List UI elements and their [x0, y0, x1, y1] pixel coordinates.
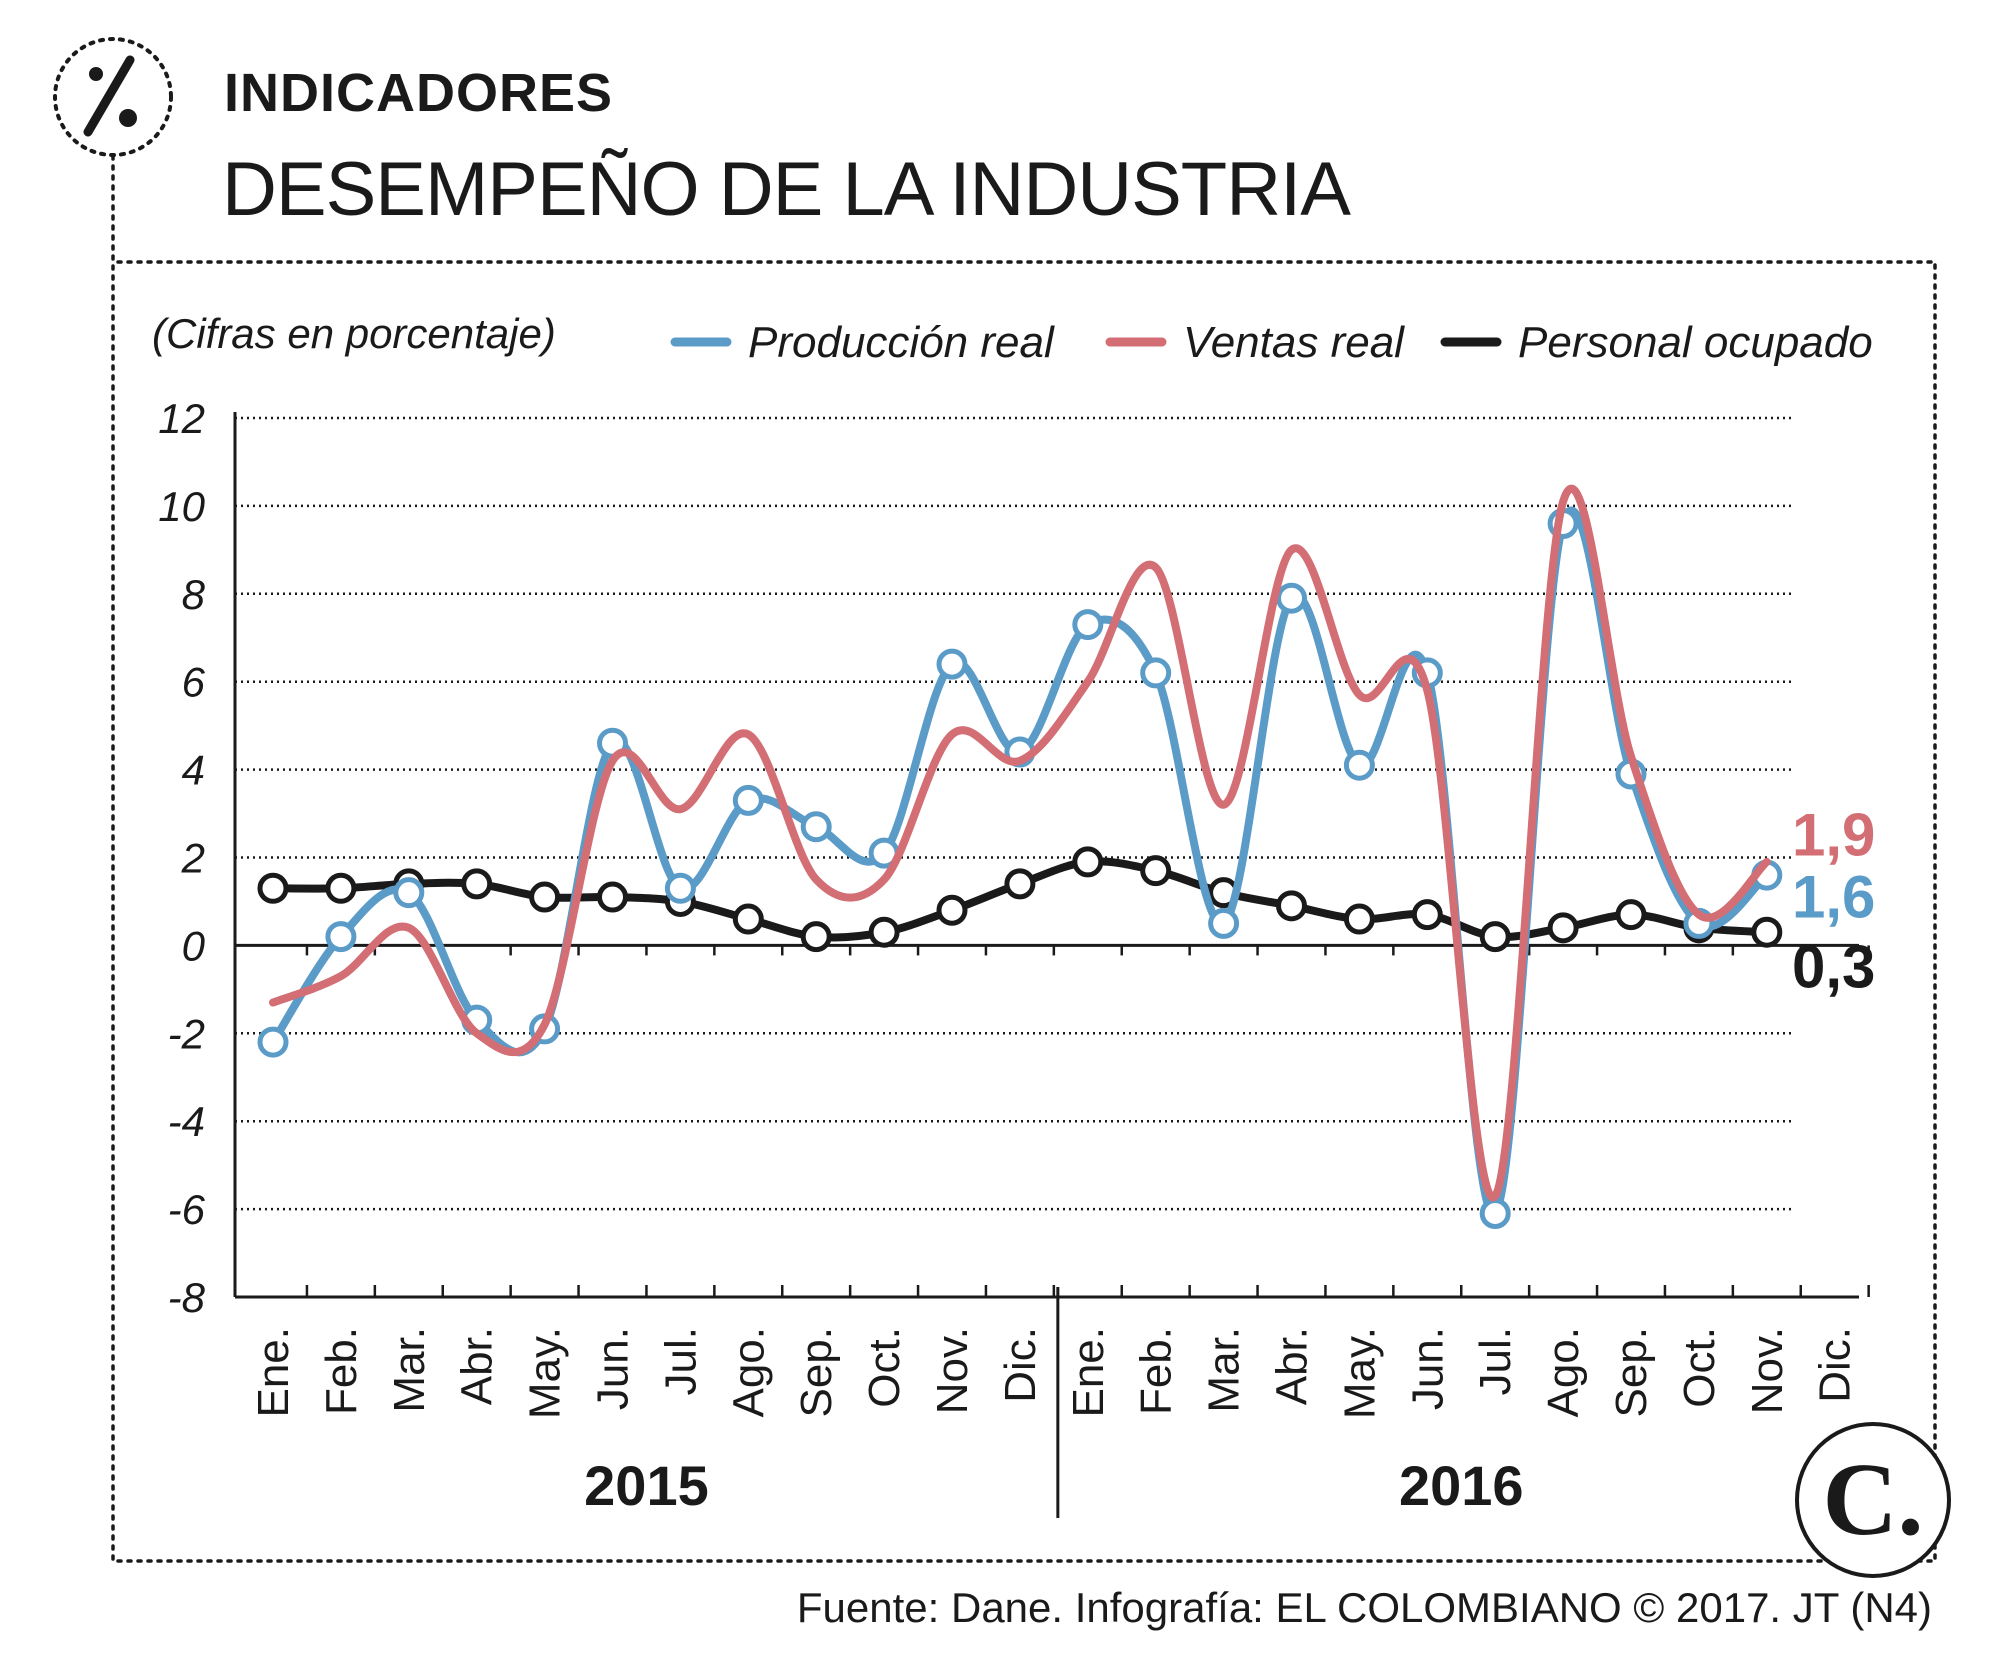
- data-point: [1004, 868, 1036, 900]
- x-tick-label: Jun.: [589, 1327, 638, 1410]
- x-tick-label: Ago.: [1539, 1327, 1588, 1418]
- data-point: [868, 916, 900, 948]
- data-point: [257, 872, 289, 904]
- data-point: [1411, 899, 1443, 931]
- y-tick-label: 8: [182, 571, 206, 618]
- x-tick-label: Abr.: [453, 1327, 502, 1405]
- logo-text: C.: [1822, 1442, 1923, 1557]
- y-tick-label: 0: [182, 922, 206, 969]
- chart-subtitle: (Cifras en porcentaje): [152, 310, 556, 357]
- x-tick-label: Oct.: [860, 1327, 909, 1408]
- x-tick-label: Ago.: [724, 1327, 773, 1418]
- series-2: [257, 846, 1783, 953]
- x-tick-label: Jul.: [1471, 1327, 1520, 1395]
- data-point: [393, 877, 425, 909]
- y-tick-label: -4: [168, 1098, 205, 1145]
- data-point: [1208, 907, 1240, 939]
- y-tick-label: -6: [168, 1186, 206, 1233]
- end-value-label: 1,9: [1792, 801, 1875, 868]
- x-tick-label: Jul.: [656, 1327, 705, 1395]
- data-point: [1276, 582, 1307, 614]
- data-point: [1479, 921, 1511, 953]
- x-tick-label: Nov.: [928, 1327, 977, 1414]
- y-tick-label: 10: [158, 483, 205, 530]
- x-tick-label: May.: [1335, 1327, 1384, 1419]
- data-point: [325, 921, 357, 953]
- data-point: [800, 811, 832, 843]
- x-tick-label: Mar.: [385, 1327, 434, 1413]
- x-tick-label: Ene.: [249, 1327, 298, 1418]
- x-tick-label: May.: [521, 1327, 570, 1419]
- data-point: [732, 903, 764, 935]
- percent-icon-slash: [83, 55, 135, 137]
- data-point: [461, 868, 493, 900]
- chart-title: DESEMPEÑO DE LA INDUSTRIA: [222, 147, 1351, 232]
- x-tick-label: Oct.: [1675, 1327, 1724, 1408]
- data-point: [1276, 890, 1307, 922]
- data-point: [1343, 749, 1375, 781]
- data-point: [597, 881, 628, 913]
- y-tick-label: -8: [168, 1274, 206, 1321]
- series-line: [269, 506, 1771, 1219]
- x-tick-label: Dic.: [1811, 1327, 1860, 1403]
- y-tick-label: 6: [182, 659, 206, 706]
- year-label: 2015: [584, 1454, 709, 1517]
- x-tick-label: Ene.: [1064, 1327, 1113, 1418]
- legend-label: Personal ocupado: [1518, 318, 1873, 367]
- x-tick-label: Dic.: [996, 1327, 1045, 1403]
- data-point: [1140, 855, 1172, 887]
- source-credit: Fuente: Dane. Infografía: EL COLOMBIANO …: [796, 1584, 1932, 1631]
- data-point: [1547, 912, 1579, 944]
- data-point: [1479, 1197, 1511, 1229]
- data-point: [529, 881, 561, 913]
- x-tick-label: Mar.: [1200, 1327, 1249, 1413]
- data-point: [732, 784, 764, 816]
- percent-icon-dot: [89, 67, 103, 81]
- data-point: [800, 921, 832, 953]
- y-tick-label: 2: [181, 835, 205, 882]
- data-point: [1140, 657, 1172, 689]
- logo-circle: [1795, 1422, 1951, 1578]
- series-1: [269, 484, 1771, 1202]
- x-tick-label: Sep.: [1607, 1327, 1656, 1418]
- y-tick-label: -2: [168, 1010, 205, 1057]
- data-point: [257, 1026, 289, 1058]
- year-label: 2016: [1399, 1454, 1524, 1517]
- x-tick-label: Abr.: [1268, 1327, 1317, 1405]
- dotted-frame: [111, 154, 1937, 1563]
- series-line: [269, 484, 1771, 1202]
- legend-label: Producción real: [748, 318, 1055, 367]
- x-tick-label: Jun.: [1403, 1327, 1452, 1410]
- data-point: [1072, 846, 1104, 878]
- end-value-label: 1,6: [1792, 863, 1875, 930]
- data-point: [325, 872, 357, 904]
- end-value-label: 0,3: [1792, 933, 1875, 1000]
- data-point: [1343, 903, 1375, 935]
- x-tick-label: Nov.: [1743, 1327, 1792, 1414]
- x-tick-label: Feb.: [1132, 1327, 1181, 1415]
- data-point: [1751, 916, 1783, 948]
- data-point: [936, 648, 968, 680]
- y-tick-label: 12: [158, 395, 205, 442]
- kicker: INDICADORES: [224, 63, 614, 123]
- data-point: [1615, 899, 1647, 931]
- data-point: [664, 872, 696, 904]
- x-tick-label: Sep.: [792, 1327, 841, 1418]
- data-point: [936, 894, 968, 926]
- data-point: [1072, 609, 1104, 641]
- percent-icon-dot: [119, 109, 137, 127]
- legend-label: Ventas real: [1183, 318, 1405, 367]
- x-tick-label: Feb.: [317, 1327, 366, 1415]
- y-tick-label: 4: [182, 747, 205, 794]
